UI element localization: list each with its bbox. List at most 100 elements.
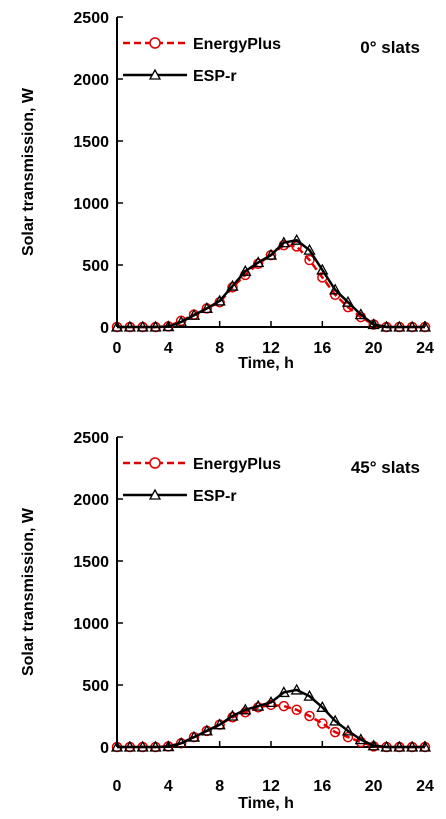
y-tick-label: 500 xyxy=(82,678,109,695)
y-tick-label: 1500 xyxy=(73,134,109,151)
data-point xyxy=(418,740,432,752)
x-tick-label: 20 xyxy=(365,778,383,795)
data-point xyxy=(136,320,149,332)
data-point xyxy=(341,724,355,736)
legend: EnergyPlus ESP-r xyxy=(123,36,281,85)
legend-label: ESP-r xyxy=(193,68,237,85)
y-tick-label: 1000 xyxy=(73,196,109,213)
data-point xyxy=(291,241,302,252)
data-point xyxy=(304,254,315,266)
data-point xyxy=(316,700,329,712)
data-point xyxy=(149,320,162,332)
chart-panel-1: 0 500 1000 1500 2000 2500 0 4 8 12 16 20 24 Time, h So… xyxy=(20,10,434,372)
x-tick-label: 16 xyxy=(313,340,331,357)
data-point xyxy=(123,320,136,332)
data-point xyxy=(264,696,278,708)
y-tick-label: 2500 xyxy=(73,430,109,447)
data-point xyxy=(406,320,419,332)
legend-marker xyxy=(148,488,162,500)
x-tick-label: 8 xyxy=(215,778,224,795)
slat-angle-annotation: 45° slats xyxy=(351,458,420,477)
data-point xyxy=(341,295,355,307)
x-tick-label: 20 xyxy=(365,340,383,357)
data-point xyxy=(226,279,239,291)
data-point xyxy=(303,243,316,255)
data-point xyxy=(213,718,226,730)
data-point xyxy=(110,740,124,752)
data-point xyxy=(162,740,175,752)
x-tick-label: 12 xyxy=(262,778,280,795)
data-point xyxy=(329,714,342,726)
data-point xyxy=(175,736,188,748)
legend-marker xyxy=(149,457,161,469)
data-point xyxy=(277,236,290,248)
y-tick-label: 2000 xyxy=(73,492,109,509)
y-tick-label: 2500 xyxy=(73,10,109,27)
data-point xyxy=(317,718,328,729)
data-point xyxy=(393,320,406,332)
x-tick-label: 24 xyxy=(416,340,434,357)
data-point xyxy=(264,248,278,260)
x-tick-label: 8 xyxy=(215,340,224,357)
data-point xyxy=(342,731,354,743)
slat-angle-annotation: 0° slats xyxy=(360,38,420,57)
data-point xyxy=(136,740,149,752)
x-tick-label: 24 xyxy=(416,778,434,795)
data-point xyxy=(304,710,315,722)
data-point xyxy=(162,320,175,332)
data-point xyxy=(316,263,329,275)
data-point xyxy=(354,308,367,320)
series-line xyxy=(117,243,425,329)
legend-marker xyxy=(148,68,162,80)
data-point xyxy=(290,683,303,695)
series-line xyxy=(117,703,425,749)
data-point xyxy=(252,258,264,270)
data-point xyxy=(329,283,342,295)
series-esp-r xyxy=(110,233,432,332)
data-point xyxy=(149,740,162,752)
series-line xyxy=(117,688,425,749)
data-point xyxy=(123,740,136,752)
data-point xyxy=(175,315,188,327)
x-tick-label: 0 xyxy=(113,340,122,357)
y-axis-label: Solar transmission, W xyxy=(20,507,37,676)
y-tick-label: 500 xyxy=(82,258,109,275)
series-esp-r xyxy=(110,683,432,752)
data-point xyxy=(367,318,380,330)
data-point xyxy=(278,700,290,712)
data-point xyxy=(110,320,124,332)
data-point xyxy=(354,733,367,745)
legend: EnergyPlus ESP-r xyxy=(123,456,281,505)
x-tick-label: 4 xyxy=(164,340,173,357)
data-point xyxy=(277,686,290,698)
legend-label: EnergyPlus xyxy=(193,456,281,473)
data-point xyxy=(200,724,213,736)
data-point xyxy=(227,711,238,723)
data-point xyxy=(239,264,252,276)
data-point xyxy=(380,740,393,752)
data-point xyxy=(227,282,238,293)
x-axis-label: Time, h xyxy=(238,795,294,812)
y-tick-label: 2000 xyxy=(73,72,109,89)
data-point xyxy=(187,308,201,320)
x-tick-label: 4 xyxy=(164,778,173,795)
data-point xyxy=(418,320,432,332)
data-point xyxy=(187,730,201,742)
data-point xyxy=(367,739,380,751)
data-point xyxy=(291,704,302,716)
data-point xyxy=(226,709,239,721)
data-point xyxy=(406,740,419,752)
x-tick-label: 16 xyxy=(313,778,331,795)
y-tick-label: 1500 xyxy=(73,554,109,571)
data-point xyxy=(239,703,252,715)
x-tick-label: 12 xyxy=(262,340,280,357)
chart-panel-2: 0 500 1000 1500 2000 2500 0 4 8 12 16 20 24 Time, h So… xyxy=(20,430,434,812)
y-axis-label: Solar transmission, W xyxy=(20,87,37,256)
y-tick-label: 0 xyxy=(100,320,109,337)
data-point xyxy=(252,699,265,711)
data-point xyxy=(303,689,316,701)
y-tick-label: 0 xyxy=(100,740,109,757)
data-point xyxy=(393,740,406,752)
y-tick-label: 1000 xyxy=(73,616,109,633)
